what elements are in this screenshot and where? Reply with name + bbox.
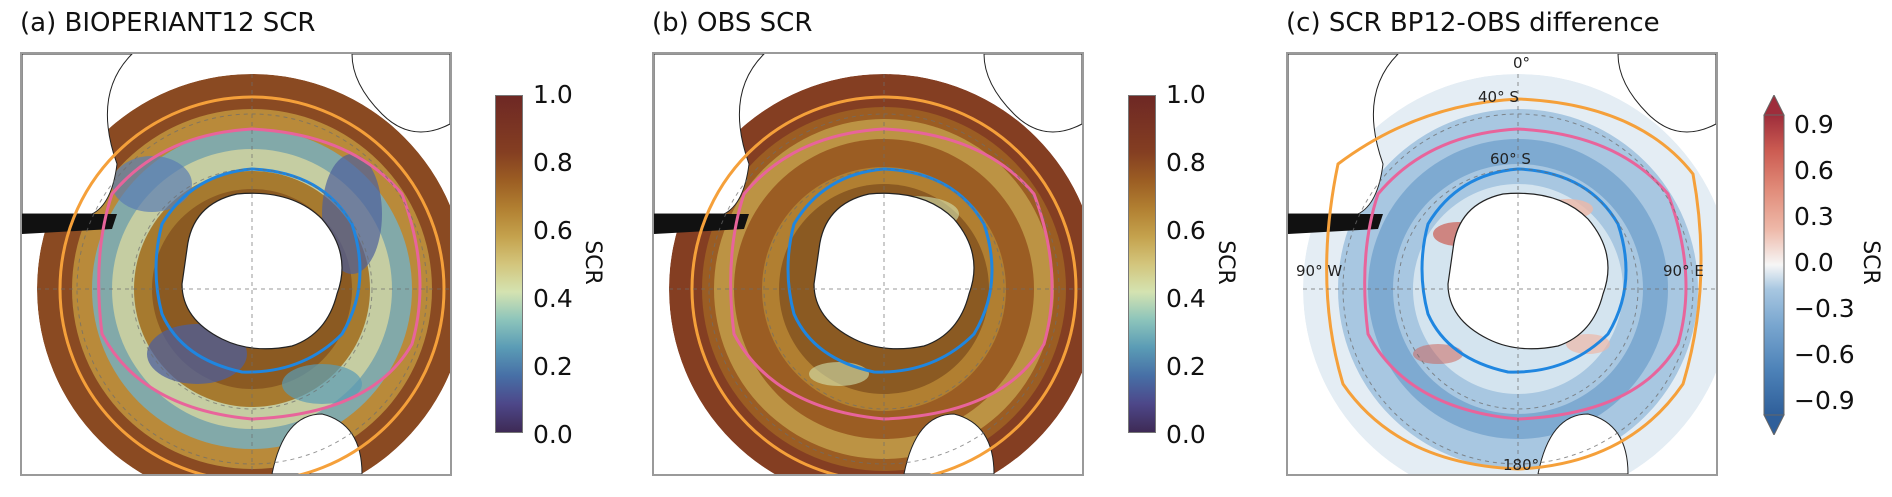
label-lat-60s: 60° S xyxy=(1490,150,1531,168)
colorbar-c-tick-5: −0.3 xyxy=(1794,294,1855,323)
panel-c-svg: 0° 40° S 60° S 90° W 90° E 180° xyxy=(1288,54,1716,474)
colorbar-c-svg xyxy=(1763,93,1785,437)
antarctica-b xyxy=(813,192,975,350)
panel-b-svg xyxy=(654,54,1082,474)
land-south-america-b xyxy=(654,54,765,215)
land-south-america-a xyxy=(22,54,133,215)
land-africa-c xyxy=(1617,54,1716,133)
colorbar-b-label: SCR xyxy=(1212,240,1238,285)
colorbar-c-top-arrow xyxy=(1763,93,1785,116)
land-africa-a xyxy=(351,54,450,133)
panel-b-map xyxy=(652,52,1084,476)
inner-front-a xyxy=(154,167,362,374)
inner-front-c xyxy=(1420,167,1628,374)
colorbar-a-strip xyxy=(495,95,523,433)
colorbar-a xyxy=(495,95,523,433)
colorbar-c xyxy=(1762,93,1786,437)
graticule-b xyxy=(669,74,1082,474)
colorbar-c-tick-1: 0.9 xyxy=(1794,110,1834,139)
colorbar-c-tick-4: 0.0 xyxy=(1794,248,1834,277)
label-lon-90w: 90° W xyxy=(1296,262,1342,280)
colorbar-c-tick-2: 0.6 xyxy=(1794,156,1834,185)
graticule-c xyxy=(1303,74,1716,474)
colorbar-b-tick-6: 0.0 xyxy=(1166,420,1206,449)
label-lon-0: 0° xyxy=(1513,54,1530,72)
antarctica-c xyxy=(1447,192,1609,350)
outer-front-b xyxy=(690,95,1078,474)
colorbar-a-label: SCR xyxy=(579,240,605,285)
colorbar-c-strip xyxy=(1763,114,1785,416)
outer-front-a xyxy=(58,95,446,474)
colorbar-b-tick-4: 0.4 xyxy=(1166,284,1206,313)
land-south-america-c xyxy=(1288,54,1399,215)
colorbar-b-strip xyxy=(1128,95,1156,433)
land-australia-c xyxy=(1537,413,1629,474)
panel-c-map: 0° 40° S 60° S 90° W 90° E 180° xyxy=(1286,52,1718,476)
middle-front-b xyxy=(729,127,1054,421)
panel-b-title: (b) OBS SCR xyxy=(652,8,813,38)
panel-a-svg xyxy=(22,54,450,474)
colorbar-b-tick-1: 1.0 xyxy=(1166,80,1206,109)
colorbar-c-tick-7: −0.9 xyxy=(1794,386,1855,415)
middle-front-c xyxy=(1363,127,1688,421)
colorbar-b-tick-3: 0.6 xyxy=(1166,216,1206,245)
colorbar-c-tick-6: −0.6 xyxy=(1794,340,1855,369)
colorbar-a-tick-3: 0.6 xyxy=(533,216,573,245)
middle-front-a xyxy=(97,127,422,421)
colorbar-a-tick-2: 0.8 xyxy=(533,148,573,177)
colorbar-b-tick-5: 0.2 xyxy=(1166,352,1206,381)
label-lon-90e: 90° E xyxy=(1663,262,1704,280)
label-lon-180: 180° xyxy=(1503,456,1539,474)
land-africa-b xyxy=(983,54,1082,133)
colorbar-c-bottom-arrow xyxy=(1763,414,1785,437)
colorbar-b xyxy=(1128,95,1156,433)
panel-c-title: (c) SCR BP12-OBS difference xyxy=(1286,8,1660,38)
panel-a-title: (a) BIOPERIANT12 SCR xyxy=(20,8,316,38)
colorbar-c-label: SCR xyxy=(1857,240,1883,285)
panel-a-map xyxy=(20,52,452,476)
inner-front-b xyxy=(786,167,994,374)
colorbar-a-tick-1: 1.0 xyxy=(533,80,573,109)
colorbar-a-tick-5: 0.2 xyxy=(533,352,573,381)
antarctica-a xyxy=(181,192,343,350)
colorbar-b-tick-2: 0.8 xyxy=(1166,148,1206,177)
colorbar-c-tick-3: 0.3 xyxy=(1794,202,1834,231)
graticule-a xyxy=(37,74,450,474)
colorbar-a-tick-4: 0.4 xyxy=(533,284,573,313)
colorbar-a-tick-6: 0.0 xyxy=(533,420,573,449)
label-lat-40s: 40° S xyxy=(1478,88,1519,106)
